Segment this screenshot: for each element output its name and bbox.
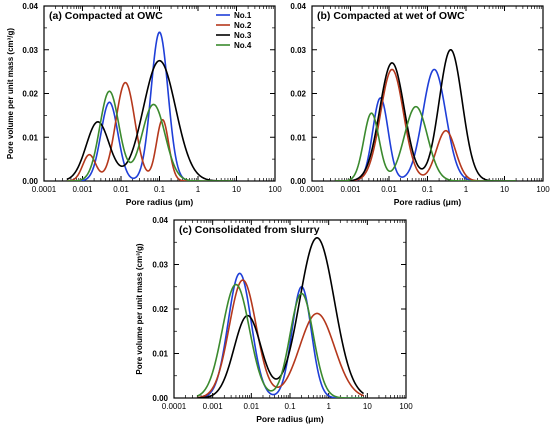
series-line-no3 bbox=[335, 49, 517, 181]
series-line-no3 bbox=[66, 59, 233, 181]
y-tick-label: 0.03 bbox=[290, 46, 306, 55]
series-line-no1 bbox=[197, 272, 364, 398]
x-tick-label: 0.001 bbox=[72, 185, 93, 194]
series-line-no4 bbox=[335, 105, 517, 181]
x-tick-label: 1 bbox=[326, 402, 331, 411]
x-tick-label: 1 bbox=[464, 185, 469, 194]
x-tick-label: 100 bbox=[268, 185, 282, 194]
x-tick-label: 0.0001 bbox=[162, 402, 187, 411]
chart-panel-2: 0.0001 0.001 0.01 0.1 1 10 100 0.00 0.01 0.02 0.03… bbox=[290, 2, 550, 207]
x-tick-label: 10 bbox=[232, 185, 241, 194]
y-tick-label: 0.04 bbox=[22, 2, 38, 11]
chart-panel-1: 0.0001 0.001 0.01 0.1 1 10 100 0.00 0.01 0.02 0.03… bbox=[6, 2, 282, 207]
chart-panel-3: 0.0001 0.001 0.01 0.1 1 10 100 0.00 0.01 0.02 0.03… bbox=[135, 216, 413, 424]
x-tick-label: 0.0001 bbox=[300, 185, 325, 194]
x-tick-label: 100 bbox=[536, 185, 550, 194]
y-tick-label: 0.00 bbox=[290, 177, 306, 186]
x-axis-label: Pore radius (μm) bbox=[256, 414, 324, 424]
series-line-no4 bbox=[67, 90, 233, 181]
chart-title: (b) Compacted at wet of OWC bbox=[317, 10, 465, 22]
x-tick-label: 0.01 bbox=[113, 185, 129, 194]
y-axis-label: Pore volume per unit mass (cm³/g) bbox=[135, 243, 144, 374]
y-axis-label: Pore volume per unit mass (cm³/g) bbox=[6, 28, 15, 159]
x-tick-label: 0.0001 bbox=[32, 185, 57, 194]
x-tick-label: 0.01 bbox=[244, 402, 260, 411]
y-tick-label: 0.01 bbox=[290, 133, 306, 142]
series-line-no3 bbox=[197, 237, 365, 398]
y-tick-label: 0.01 bbox=[22, 133, 38, 142]
plot-frame bbox=[311, 5, 544, 182]
x-tick-label: 10 bbox=[500, 185, 509, 194]
y-tick-label: 0.04 bbox=[152, 216, 168, 225]
legend-entry: No.1 bbox=[234, 11, 252, 20]
y-tick-label: 0.00 bbox=[152, 394, 168, 403]
y-tick-label: 0.01 bbox=[152, 350, 168, 359]
y-tick-label: 0.02 bbox=[152, 305, 168, 314]
legend-entry: No.2 bbox=[234, 21, 252, 30]
y-tick-label: 0.02 bbox=[290, 90, 306, 99]
y-tick-label: 0.02 bbox=[22, 90, 38, 99]
y-tick-label: 0.03 bbox=[22, 46, 38, 55]
x-axis-label: Pore radius (μm) bbox=[394, 197, 462, 207]
y-tick-label: 0.00 bbox=[22, 177, 38, 186]
legend-entry: No.4 bbox=[234, 41, 252, 50]
y-tick-label: 0.04 bbox=[290, 2, 306, 11]
series-line-no4 bbox=[196, 283, 364, 398]
x-tick-label: 0.01 bbox=[381, 185, 397, 194]
x-tick-label: 0.1 bbox=[422, 185, 434, 194]
x-tick-label: 0.001 bbox=[340, 185, 361, 194]
legend-entry: No.3 bbox=[234, 31, 252, 40]
y-tick-label: 0.03 bbox=[152, 261, 168, 270]
x-tick-label: 0.1 bbox=[154, 185, 166, 194]
x-tick-label: 100 bbox=[399, 402, 413, 411]
x-axis-label: Pore radius (μm) bbox=[126, 197, 194, 207]
series-line-no2 bbox=[67, 81, 233, 181]
x-tick-label: 10 bbox=[363, 402, 372, 411]
x-tick-label: 1 bbox=[196, 185, 201, 194]
x-tick-label: 0.1 bbox=[284, 402, 296, 411]
chart-title: (a) Compacted at OWC bbox=[49, 10, 163, 22]
x-tick-label: 0.001 bbox=[203, 402, 224, 411]
chart-title: (c) Consolidated from slurry bbox=[179, 224, 320, 236]
series-line-no2 bbox=[197, 279, 364, 398]
